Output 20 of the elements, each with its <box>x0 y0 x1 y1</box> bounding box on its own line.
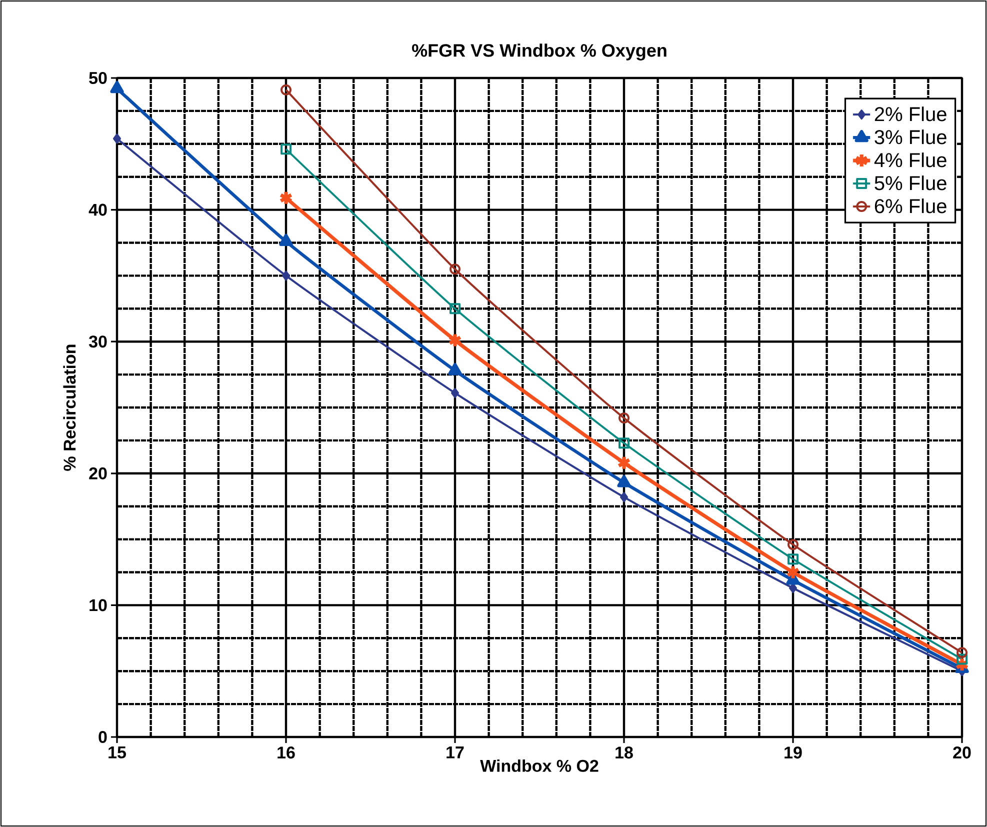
y-tick-label: 0 <box>98 730 107 744</box>
x-tick-label: 16 <box>278 746 295 759</box>
legend-label: 6% Flue <box>874 198 946 214</box>
x-tick-label: 15 <box>108 746 126 758</box>
y-tick-label: 30 <box>88 336 107 348</box>
chart-title: %FGR VS Windbox % Oxygen <box>412 44 666 60</box>
x-tick-label: 20 <box>953 746 971 759</box>
y-tick-label: 40 <box>88 204 107 216</box>
legend-label: 5% Flue <box>874 176 946 190</box>
legend-label: 3% Flue <box>874 130 946 144</box>
y-tick-label: 50 <box>89 72 107 84</box>
x-tick-label: 19 <box>784 746 802 759</box>
y-tick-label: 20 <box>89 467 107 480</box>
y-tick-label: 10 <box>90 599 107 612</box>
x-tick-label: 18 <box>616 746 633 759</box>
legend-label: 4% Flue <box>874 152 946 168</box>
x-axis-title: Windbox % O2 <box>480 759 598 772</box>
y-axis-title: % Recirculation <box>63 344 76 471</box>
legend-label: 2% Flue <box>874 106 946 122</box>
x-tick-label: 17 <box>446 746 464 758</box>
